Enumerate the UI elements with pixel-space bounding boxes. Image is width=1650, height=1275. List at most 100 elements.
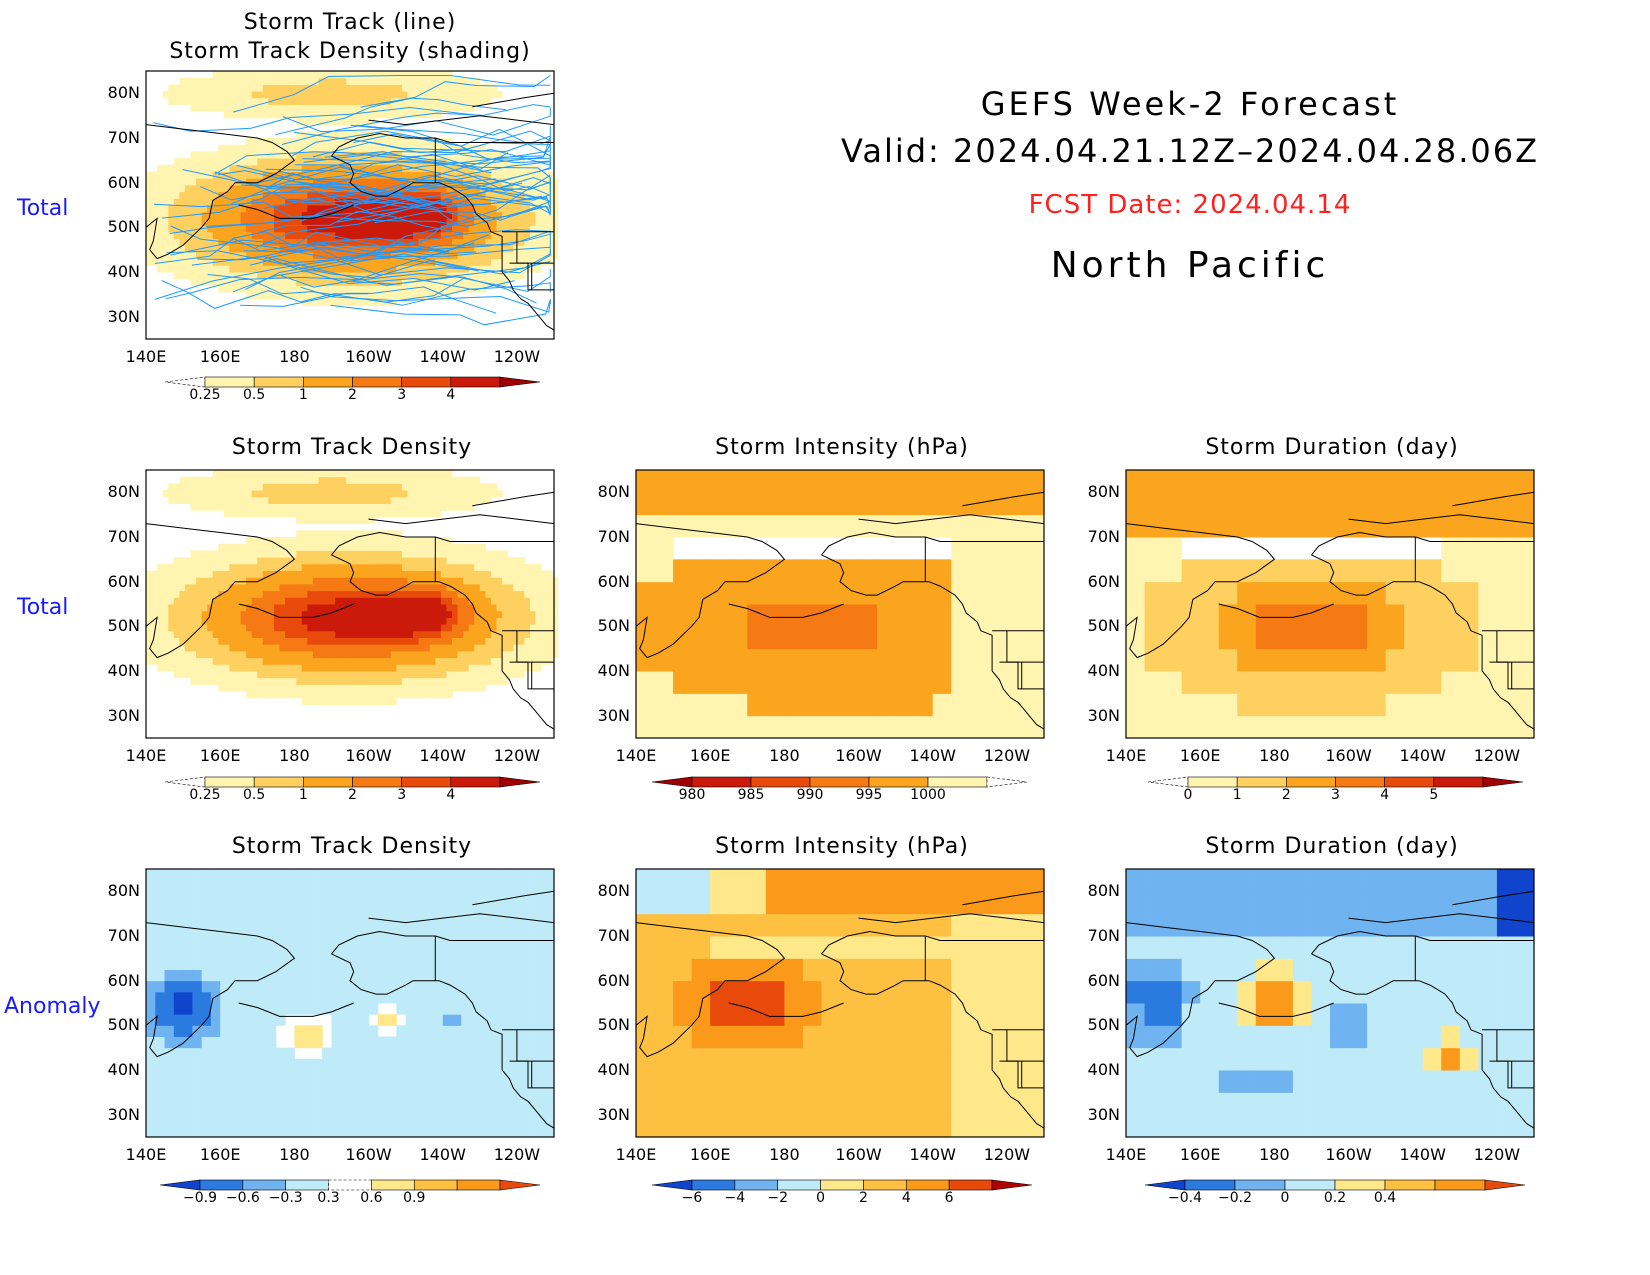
shade-cell bbox=[440, 537, 447, 545]
shade-cell bbox=[207, 184, 214, 193]
shade-cell bbox=[229, 1014, 240, 1026]
shade-cell bbox=[1274, 604, 1294, 627]
shade-cell bbox=[290, 278, 297, 286]
shade-cell bbox=[529, 577, 536, 585]
shade-cell bbox=[201, 617, 208, 625]
shade-cell bbox=[201, 577, 208, 585]
shade-cell bbox=[840, 648, 860, 672]
shade-cell bbox=[951, 671, 971, 694]
shade-cell bbox=[183, 958, 193, 970]
shade-cell bbox=[301, 178, 308, 186]
shade-cell bbox=[196, 570, 203, 578]
shade-cell bbox=[474, 650, 481, 659]
shade-cell bbox=[440, 231, 447, 239]
shade-cell bbox=[362, 111, 370, 119]
shade-cell bbox=[529, 265, 536, 273]
shade-cell bbox=[440, 278, 447, 286]
shade-cell bbox=[673, 559, 693, 583]
shade-cell bbox=[1348, 604, 1368, 627]
shade-cell bbox=[463, 637, 470, 645]
shade-cell bbox=[424, 144, 431, 152]
shade-cell bbox=[463, 245, 470, 253]
shade-cell bbox=[229, 77, 236, 85]
shade-cell bbox=[379, 84, 386, 92]
shade-cell bbox=[413, 684, 420, 692]
shade-cell bbox=[346, 117, 353, 126]
shade-cell bbox=[246, 97, 253, 105]
shade-cell bbox=[168, 624, 175, 632]
shade-cell bbox=[268, 637, 275, 645]
shade-cell bbox=[162, 205, 169, 213]
shade-cell bbox=[173, 991, 184, 1004]
shade-cell bbox=[279, 258, 286, 266]
shade-cell bbox=[728, 581, 748, 605]
shade-cell bbox=[435, 637, 442, 645]
shade-cell bbox=[747, 581, 767, 605]
shade-cell bbox=[396, 231, 403, 239]
shade-cell bbox=[435, 617, 442, 625]
shade-cell bbox=[362, 510, 370, 518]
shade-cell bbox=[507, 231, 514, 239]
shade-cell bbox=[429, 630, 436, 638]
shade-cell bbox=[223, 104, 230, 112]
shade-cell bbox=[238, 958, 249, 970]
shade-cell bbox=[396, 583, 403, 592]
shade-cell bbox=[340, 691, 347, 699]
shade-cell bbox=[307, 285, 314, 293]
shade-cell bbox=[190, 650, 197, 659]
shade-cell bbox=[673, 514, 693, 538]
shade-cell bbox=[691, 648, 711, 672]
storm-track-line bbox=[154, 237, 449, 264]
shade-cell bbox=[1422, 648, 1442, 672]
shade-cell bbox=[988, 626, 1008, 650]
shade-cell bbox=[257, 630, 264, 638]
shade-cell bbox=[246, 537, 253, 545]
shade-cell bbox=[457, 496, 464, 504]
shade-cell bbox=[1459, 492, 1479, 516]
shade-cell bbox=[379, 644, 386, 652]
shade-cell bbox=[385, 617, 392, 625]
shade-cell bbox=[474, 483, 481, 491]
shade-cell bbox=[207, 265, 214, 273]
shade-cell bbox=[201, 164, 208, 172]
shade-cell bbox=[301, 530, 308, 538]
shade-cell bbox=[266, 1103, 277, 1116]
shade-cell bbox=[452, 238, 459, 246]
shade-cell bbox=[485, 671, 492, 679]
shade-cell bbox=[207, 272, 214, 280]
coastline bbox=[1218, 603, 1334, 618]
shade-cell bbox=[196, 597, 203, 605]
shade-cell bbox=[374, 537, 381, 545]
shade-cell bbox=[474, 91, 481, 99]
shade-cell bbox=[155, 869, 166, 881]
shade-cell bbox=[162, 637, 169, 645]
shade-cell bbox=[535, 563, 542, 571]
shade-cell bbox=[357, 231, 364, 239]
shade-cell bbox=[184, 218, 192, 226]
shade-cell bbox=[251, 164, 258, 172]
shade-cell bbox=[257, 590, 264, 598]
shade-cell bbox=[235, 238, 242, 246]
shade-cell bbox=[346, 191, 353, 199]
shade-cell bbox=[379, 151, 386, 159]
shade-cell bbox=[301, 298, 308, 306]
shade-cell bbox=[318, 117, 325, 126]
shade-cell bbox=[401, 563, 408, 571]
shade-cell bbox=[435, 71, 442, 79]
shade-cell bbox=[301, 84, 308, 92]
shade-cell bbox=[351, 104, 358, 112]
shade-cell bbox=[546, 637, 553, 645]
shade-cell bbox=[290, 238, 297, 246]
shade-cell bbox=[257, 1058, 268, 1071]
shade-cell bbox=[496, 610, 503, 618]
shade-cell bbox=[1006, 492, 1026, 516]
shade-cell bbox=[318, 483, 325, 491]
shade-cell bbox=[502, 563, 509, 571]
shade-cell bbox=[318, 503, 325, 511]
shade-cell bbox=[240, 71, 247, 79]
shade-cell bbox=[440, 205, 447, 213]
shade-cell bbox=[218, 684, 225, 692]
shade-cell bbox=[1181, 693, 1201, 717]
shade-cell bbox=[351, 77, 358, 85]
shade-cell bbox=[290, 231, 297, 239]
